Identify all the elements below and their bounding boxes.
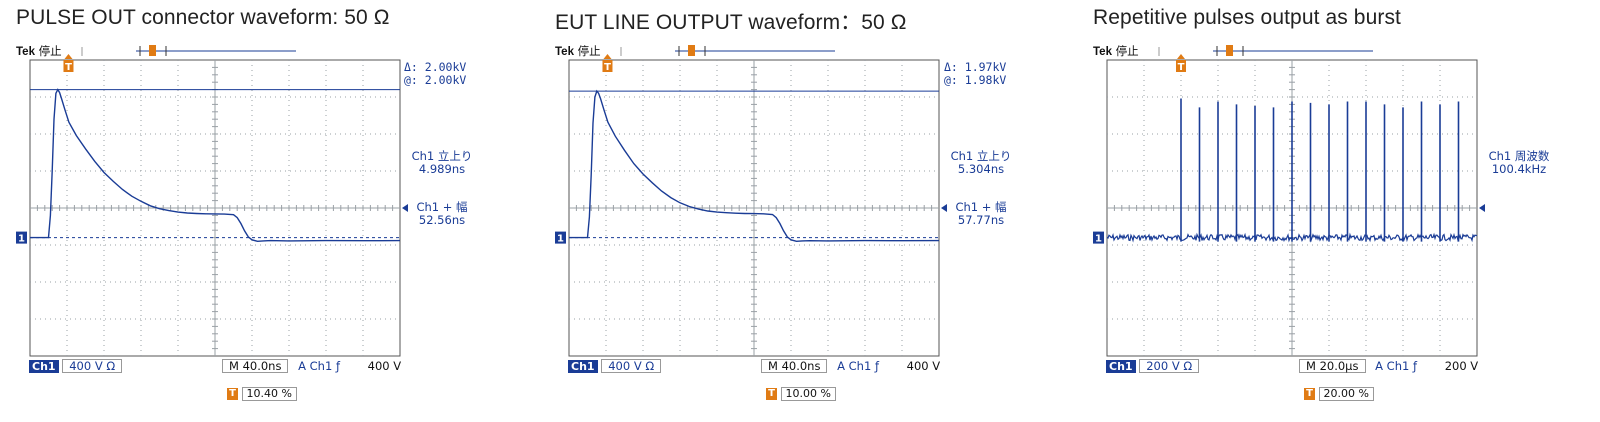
cursor-delta: Δ: 2.00kV bbox=[404, 60, 467, 74]
trigger-position-value: 10.00 % bbox=[780, 387, 836, 401]
trigger-position-marker bbox=[63, 60, 74, 72]
panel-title: Repetitive pulses output as burst bbox=[1093, 6, 1401, 29]
volts-per-div: 200 V Ω bbox=[1139, 359, 1200, 373]
measurement-value: 100.4kHz bbox=[1491, 162, 1547, 176]
run-status: 停止 bbox=[1115, 44, 1139, 58]
cursor-readout: Δ: 1.97kV @: 1.98kV bbox=[944, 61, 1006, 87]
scope-bottom-bar: Ch1 400 V Ω bbox=[568, 359, 662, 373]
scope-panel-3: Repetitive pulses output as burst Tek 停止… bbox=[1093, 0, 1600, 422]
trigger-arrow bbox=[603, 54, 612, 59]
trigger-level: 400 V bbox=[367, 359, 402, 373]
trigger-source: A Ch1 ƒ bbox=[1375, 359, 1418, 373]
trigger-position-value: 20.00 % bbox=[1318, 387, 1374, 401]
trigger-level-arrow bbox=[941, 204, 947, 212]
run-status: 停止 bbox=[577, 44, 601, 58]
tek-status-bar: Tek 停止 bbox=[16, 43, 62, 59]
tek-status-bar: Tek 停止 bbox=[555, 43, 601, 59]
timebase: M 40.0ns bbox=[222, 359, 289, 373]
trigger-position-marker bbox=[602, 60, 613, 72]
trigger-glyph: T bbox=[1178, 62, 1185, 73]
measurement-label: Ch1 + 幅 bbox=[955, 200, 1007, 214]
ground-marker-label: 1 bbox=[18, 234, 25, 245]
ground-marker bbox=[555, 231, 566, 244]
trigger-level-arrow bbox=[1479, 204, 1485, 212]
scope-screen: T1 bbox=[555, 45, 947, 357]
tek-logo: Tek bbox=[1093, 46, 1112, 58]
measurement-value: 4.989ns bbox=[418, 162, 466, 176]
ground-marker bbox=[16, 231, 27, 244]
trigger-source: A Ch1 ƒ bbox=[298, 359, 340, 373]
measurement-label: Ch1 立上り bbox=[411, 149, 473, 163]
timebase-bar: M 40.0ns A Ch1 ƒ 400 V bbox=[761, 359, 940, 373]
measurement-value: 52.56ns bbox=[418, 213, 466, 227]
trigger-glyph: T bbox=[65, 62, 72, 73]
channel-badge: Ch1 bbox=[29, 360, 59, 373]
panel-title: PULSE OUT connector waveform: 50 Ω bbox=[16, 6, 390, 29]
volts-per-div: 400 V Ω bbox=[62, 359, 123, 373]
tek-logo: Tek bbox=[16, 46, 35, 58]
measurement-1: Ch1 立上り 4.989ns bbox=[406, 150, 478, 176]
timebase: M 20.0μs bbox=[1299, 359, 1366, 373]
measurement-1: Ch1 立上り 5.304ns bbox=[945, 150, 1017, 176]
ground-marker-label: 1 bbox=[1095, 234, 1102, 245]
record-trigger-marker bbox=[149, 45, 156, 56]
tek-status-bar: Tek 停止 bbox=[1093, 43, 1139, 59]
scope-screen: T1 bbox=[1093, 45, 1485, 357]
trigger-level-arrow bbox=[402, 204, 408, 212]
measurement-2: Ch1 + 幅 57.77ns bbox=[945, 201, 1017, 227]
timebase: M 40.0ns bbox=[761, 359, 828, 373]
cursor-at: @: 2.00kV bbox=[404, 73, 467, 87]
run-status: 停止 bbox=[38, 44, 62, 58]
scope-bottom-bar: Ch1 400 V Ω bbox=[29, 359, 123, 373]
measurement-label: Ch1 + 幅 bbox=[416, 200, 468, 214]
record-trigger-marker bbox=[688, 45, 695, 56]
measurement-value: 57.77ns bbox=[957, 213, 1005, 227]
volts-per-div: 400 V Ω bbox=[601, 359, 662, 373]
scope-bottom-bar: Ch1 200 V Ω bbox=[1106, 359, 1200, 373]
tek-logo: Tek bbox=[555, 46, 574, 58]
channel-badge: Ch1 bbox=[568, 360, 598, 373]
trigger-position-marker bbox=[1176, 60, 1186, 72]
trigger-position-value: 10.40 % bbox=[241, 387, 297, 401]
measurement-label: Ch1 立上り bbox=[950, 149, 1012, 163]
scope-panel-1: PULSE OUT connector waveform: 50 Ω Tek 停… bbox=[16, 0, 536, 422]
trigger-source: A Ch1 ƒ bbox=[837, 359, 879, 373]
measurement-label: Ch1 周波数 bbox=[1488, 149, 1550, 163]
cursor-at: @: 1.98kV bbox=[944, 73, 1007, 87]
trigger-arrow bbox=[64, 54, 73, 59]
trigger-icon: T bbox=[227, 388, 238, 400]
cursor-delta: Δ: 1.97kV bbox=[944, 60, 1007, 74]
ground-marker bbox=[1093, 231, 1104, 244]
panel-title: EUT LINE OUTPUT waveform：50 Ω bbox=[555, 11, 907, 34]
trigger-position: T 10.40 % bbox=[227, 387, 297, 401]
channel-badge: Ch1 bbox=[1106, 360, 1136, 373]
measurement-1: Ch1 周波数 100.4kHz bbox=[1481, 150, 1557, 176]
trigger-arrow bbox=[1177, 54, 1185, 59]
trigger-level: 400 V bbox=[906, 359, 941, 373]
trigger-icon: T bbox=[766, 388, 777, 400]
waveform-trace bbox=[569, 89, 940, 243]
trigger-level: 200 V bbox=[1444, 359, 1479, 373]
trigger-position: T 10.00 % bbox=[766, 387, 836, 401]
trigger-position: T 20.00 % bbox=[1304, 387, 1374, 401]
trigger-glyph: T bbox=[604, 62, 611, 73]
cursor-readout: Δ: 2.00kV @: 2.00kV bbox=[404, 61, 466, 87]
measurement-value: 5.304ns bbox=[957, 162, 1005, 176]
waveform-trace bbox=[30, 88, 401, 243]
timebase-bar: M 40.0ns A Ch1 ƒ 400 V bbox=[222, 359, 401, 373]
scope-screen: T1 bbox=[16, 45, 408, 357]
timebase-bar: M 20.0μs A Ch1 ƒ 200 V bbox=[1299, 359, 1478, 373]
measurement-2: Ch1 + 幅 52.56ns bbox=[406, 201, 478, 227]
record-trigger-marker bbox=[1226, 45, 1233, 56]
ground-marker-label: 1 bbox=[557, 234, 564, 245]
trigger-icon: T bbox=[1304, 388, 1315, 400]
